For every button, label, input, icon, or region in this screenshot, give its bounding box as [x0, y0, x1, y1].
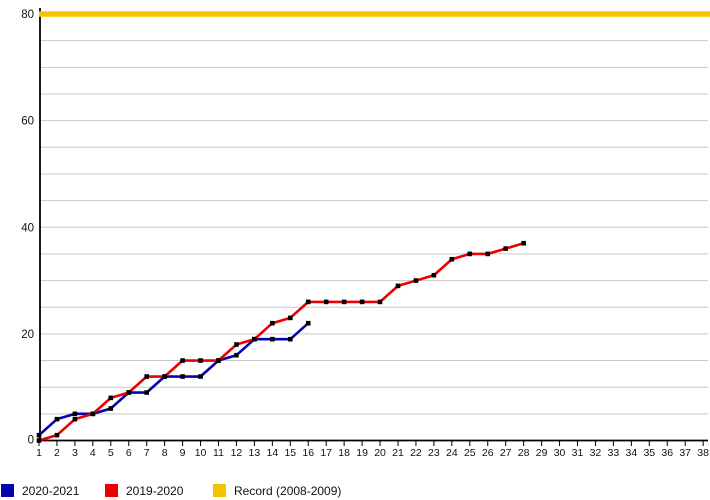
legend-item-2019-2020: 2019-2020 — [105, 483, 183, 498]
x-axis-label-4: 4 — [90, 447, 96, 459]
data-point-2020-2021-2 — [54, 416, 60, 422]
x-axis-label-19: 19 — [356, 447, 368, 459]
data-point-2019-2020-14 — [270, 320, 275, 326]
legend-swatch-2020-2021 — [1, 484, 14, 497]
x-axis-label-26: 26 — [482, 447, 494, 459]
data-point-2019-2020-12 — [234, 342, 239, 347]
x-axis-label-1: 1 — [36, 447, 42, 459]
data-point-2020-2021-3 — [72, 411, 78, 417]
x-axis-label-20: 20 — [374, 447, 386, 459]
x-axis-label-37: 37 — [679, 447, 691, 459]
x-axis-label-31: 31 — [572, 447, 584, 459]
data-point-2019-2020-11 — [216, 358, 221, 363]
data-point-2019-2020-2 — [54, 432, 60, 438]
x-axis-label-8: 8 — [162, 447, 168, 459]
data-point-2020-2021-7 — [144, 390, 149, 395]
x-axis-label-2: 2 — [54, 447, 60, 459]
x-axis-label-24: 24 — [446, 447, 458, 459]
data-point-2019-2020-19 — [359, 299, 365, 305]
data-point-2019-2020-21 — [395, 283, 401, 289]
data-point-2019-2020-28 — [521, 240, 526, 246]
x-axis-label-30: 30 — [554, 447, 566, 459]
data-point-2019-2020-24 — [449, 256, 455, 262]
x-axis-label-22: 22 — [410, 447, 422, 459]
x-axis-label-5: 5 — [108, 447, 114, 459]
y-axis-label-60: 60 — [21, 116, 34, 128]
data-point-2019-2020-23 — [431, 272, 437, 278]
data-point-2020-2021-9 — [180, 374, 185, 379]
x-axis-label-36: 36 — [661, 447, 673, 459]
x-axis-label-14: 14 — [267, 447, 279, 459]
y-axis-label-0: 0 — [28, 435, 34, 447]
series-line-2019-2020 — [38, 241, 525, 442]
data-point-2019-2020-20 — [377, 299, 383, 305]
data-point-2019-2020-1 — [36, 438, 42, 443]
data-point-2019-2020-16 — [305, 299, 311, 305]
x-axis-label-21: 21 — [392, 447, 404, 459]
x-axis-label-38: 38 — [697, 447, 709, 459]
legend-item-record: Record (2008-2009) — [213, 483, 341, 498]
chart-legend: 2020-2021 2019-2020 Record (2008-2009) — [0, 483, 710, 499]
data-point-2019-2020-8 — [162, 374, 167, 379]
legend-item-2020-2021: 2020-2021 — [1, 483, 79, 498]
data-point-2019-2020-5 — [108, 395, 114, 401]
legend-label-record: Record (2008-2009) — [234, 483, 342, 498]
y-axis-label-40: 40 — [21, 222, 34, 234]
data-point-2020-2021-10 — [198, 374, 203, 379]
x-axis-label-28: 28 — [518, 447, 530, 459]
data-point-2019-2020-4 — [90, 411, 96, 417]
y-axis-label-80: 80 — [21, 9, 34, 21]
legend-label-2019-2020: 2019-2020 — [126, 483, 184, 498]
data-point-2019-2020-10 — [198, 358, 203, 363]
data-point-2019-2020-3 — [72, 416, 78, 422]
x-axis-label-9: 9 — [180, 447, 186, 459]
x-axis-label-7: 7 — [144, 447, 150, 459]
legend-swatch-2019-2020 — [105, 484, 118, 497]
data-point-2019-2020-7 — [144, 374, 149, 379]
x-axis-label-16: 16 — [302, 447, 314, 459]
x-axis-label-13: 13 — [249, 447, 261, 459]
data-point-2020-2021-14 — [270, 336, 275, 342]
x-axis-label-18: 18 — [338, 447, 350, 459]
data-point-2019-2020-15 — [288, 315, 293, 321]
data-point-2019-2020-6 — [126, 390, 132, 395]
x-axis-label-10: 10 — [195, 447, 207, 459]
legend-label-2020-2021: 2020-2021 — [22, 483, 80, 498]
data-point-2019-2020-9 — [180, 358, 185, 363]
data-point-2019-2020-22 — [413, 278, 419, 283]
x-axis-label-35: 35 — [643, 447, 655, 459]
x-axis-label-11: 11 — [213, 447, 224, 459]
data-point-2020-2021-16 — [305, 320, 311, 326]
data-point-2019-2020-18 — [341, 299, 347, 305]
data-point-2019-2020-27 — [503, 246, 508, 251]
x-axis-label-29: 29 — [536, 447, 548, 459]
data-point-2019-2020-26 — [485, 251, 491, 257]
data-point-2020-2021-5 — [108, 406, 114, 411]
x-axis-label-12: 12 — [231, 447, 243, 459]
data-point-2020-2021-1 — [36, 432, 42, 438]
y-axis-label-20: 20 — [21, 329, 34, 341]
data-point-2019-2020-13 — [252, 336, 257, 342]
x-axis-label-32: 32 — [590, 447, 602, 459]
data-point-2019-2020-17 — [323, 299, 329, 305]
data-point-2020-2021-15 — [288, 336, 293, 342]
data-point-2019-2020-25 — [467, 251, 473, 257]
x-axis-label-27: 27 — [500, 447, 512, 459]
x-axis-label-17: 17 — [320, 447, 332, 459]
x-axis-label-34: 34 — [626, 447, 638, 459]
x-axis-label-15: 15 — [284, 447, 296, 459]
legend-swatch-record — [213, 484, 226, 497]
series-line-2020-2021 — [38, 322, 310, 437]
x-axis-label-25: 25 — [464, 447, 476, 459]
x-axis-label-23: 23 — [428, 447, 440, 459]
x-axis-label-3: 3 — [72, 447, 78, 459]
x-axis-label-33: 33 — [608, 447, 620, 459]
data-point-2020-2021-12 — [234, 352, 239, 358]
x-axis-label-6: 6 — [126, 447, 132, 459]
